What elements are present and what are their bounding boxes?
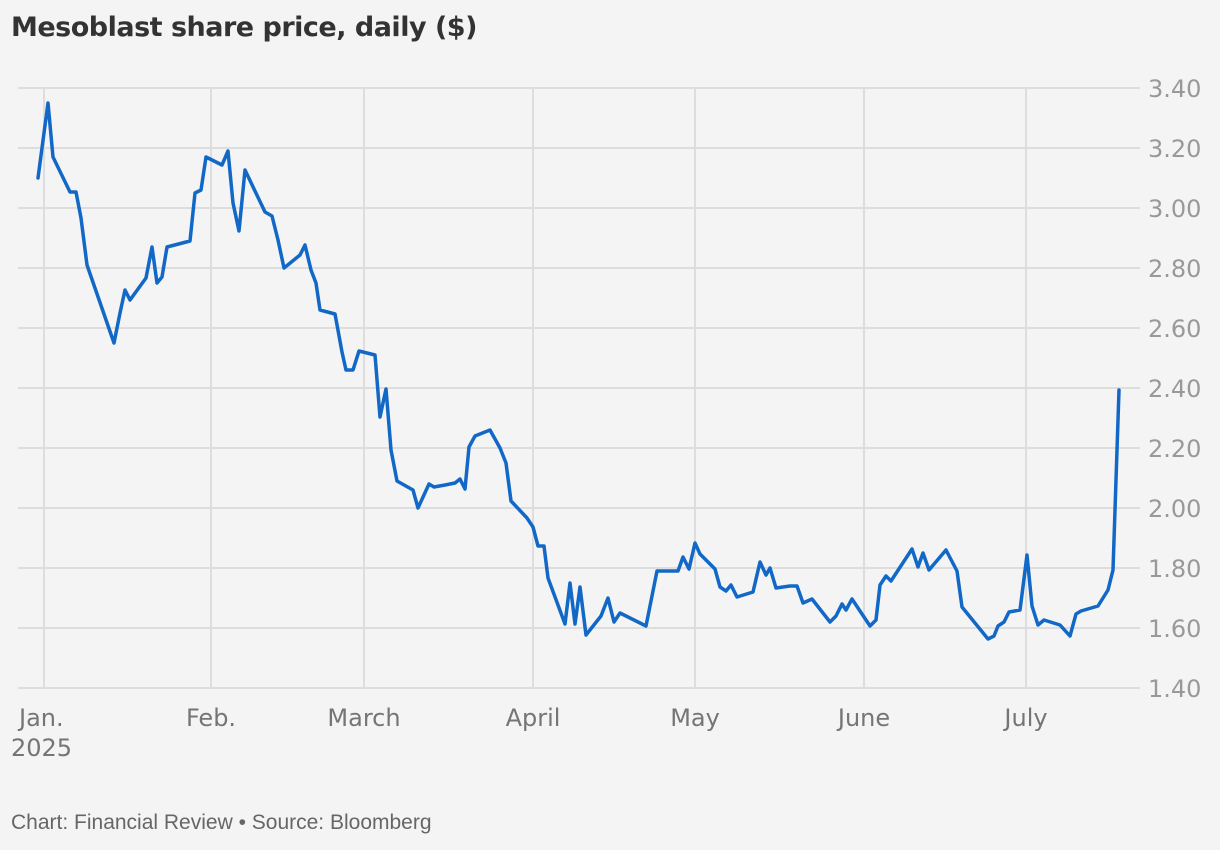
x-tick-label-june: June <box>837 704 891 732</box>
y-tick-label: 2.80 <box>1148 255 1202 283</box>
y-tick-label: 2.40 <box>1148 375 1202 403</box>
y-tick-label: 1.40 <box>1148 675 1202 703</box>
x-tick-month: Jan. <box>19 704 64 732</box>
vertical-gridlines <box>43 88 1027 688</box>
x-tick-year: 2025 <box>11 734 73 762</box>
x-tick-label-jan: Jan. 2025 <box>11 703 72 763</box>
x-tick-label-march: March <box>327 704 401 732</box>
y-tick-label: 2.00 <box>1148 495 1202 523</box>
y-tick-label: 1.60 <box>1148 615 1202 643</box>
y-tick-label: 2.20 <box>1148 435 1202 463</box>
x-tick-label-feb: Feb. <box>185 704 237 732</box>
y-tick-label: 3.20 <box>1148 135 1202 163</box>
y-tick-label: 1.80 <box>1148 555 1202 583</box>
horizontal-gridlines <box>18 87 1140 689</box>
x-tick-label-may: May <box>670 704 720 732</box>
y-tick-label: 2.60 <box>1148 315 1202 343</box>
x-tick-label-april: April <box>505 704 561 732</box>
price-line <box>36 101 1121 641</box>
y-tick-label: 3.00 <box>1148 195 1202 223</box>
chart-source-footer: Chart: Financial Review • Source: Bloomb… <box>11 811 432 834</box>
chart-title: Mesoblast share price, daily ($) <box>11 12 477 43</box>
x-tick-label-july: July <box>1004 704 1048 732</box>
y-tick-label: 3.40 <box>1148 75 1202 103</box>
